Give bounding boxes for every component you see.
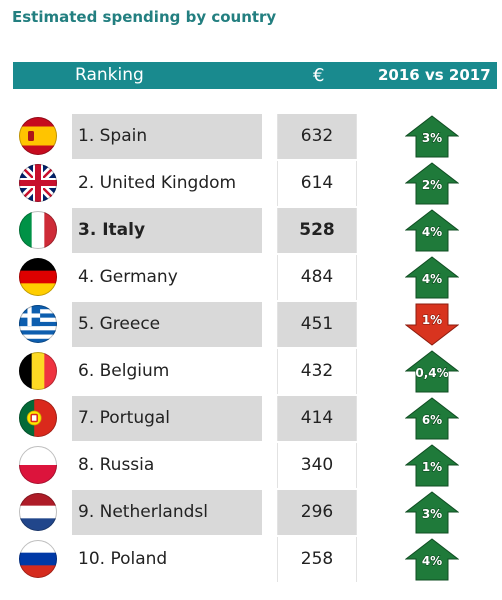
arrow-up-icon: 1%: [405, 444, 459, 487]
spending-value: 414: [277, 396, 357, 441]
arrow-shape: [405, 115, 459, 158]
arrow-shape: [405, 491, 459, 534]
table-row: 8. Russia 340 1%: [0, 442, 502, 489]
arrow-up-icon: 2%: [405, 162, 459, 205]
spending-value: 340: [277, 443, 357, 488]
country-label: 5. Greece: [72, 302, 262, 347]
table-row: 4. Germany 484 4%: [0, 254, 502, 301]
flag-spain-icon: [19, 117, 57, 155]
arrow-shape: [405, 303, 459, 346]
country-label: 10. Poland: [78, 549, 168, 569]
table-row: 3. Italy 528 4%: [0, 207, 502, 254]
table-row: 10. Poland 258 4%: [0, 536, 502, 583]
table-row: 7. Portugal 414 6%: [0, 395, 502, 442]
page-title: Estimated spending by country: [12, 8, 277, 26]
spending-value: 632: [277, 114, 357, 159]
arrow-shape: [405, 209, 459, 252]
spending-value: 614: [277, 161, 357, 206]
column-header-euro: €: [313, 65, 325, 86]
table-row: 9. Netherlandsl 296 3%: [0, 489, 502, 536]
flag-greece-icon: [19, 305, 57, 343]
flag-poland-icon: [19, 446, 57, 484]
change-label: 2%: [422, 178, 442, 192]
country-label: 2. United Kingdom: [78, 173, 237, 193]
flag-italy-icon: [19, 211, 57, 249]
table-row: 5. Greece 451 1%: [0, 301, 502, 348]
arrow-up-icon: 0,4%: [405, 350, 459, 393]
flag-belgium-icon: [19, 352, 57, 390]
spending-value: 484: [277, 255, 357, 300]
arrow-up-icon: 4%: [405, 256, 459, 299]
flag-germany-icon: [19, 258, 57, 296]
arrow-shape: [405, 397, 459, 440]
change-label: 1%: [422, 460, 442, 474]
change-label: 0,4%: [415, 366, 448, 380]
country-label: 4. Germany: [78, 267, 178, 287]
country-label: 7. Portugal: [72, 396, 262, 441]
country-label: 1. Spain: [72, 114, 262, 159]
country-label: 9. Netherlandsl: [72, 490, 262, 535]
arrow-shape: [405, 256, 459, 299]
country-label: 8. Russia: [78, 455, 155, 475]
country-label: 3. Italy: [72, 208, 262, 253]
spending-value: 258: [277, 537, 357, 582]
country-label: 6. Belgium: [78, 361, 170, 381]
table-row: 6. Belgium 432 0,4%: [0, 348, 502, 395]
table-row: 1. Spain 632 3%: [0, 113, 502, 160]
spending-value: 432: [277, 349, 357, 394]
flag-netherlands-icon: [19, 493, 57, 531]
table-row: 2. United Kingdom 614 2%: [0, 160, 502, 207]
arrow-up-icon: 4%: [405, 538, 459, 581]
arrow-up-icon: 3%: [405, 115, 459, 158]
arrow-shape: [405, 444, 459, 487]
spending-value: 528: [277, 208, 357, 253]
column-header-change: 2016 vs 2017: [378, 66, 491, 84]
arrow-shape: [405, 162, 459, 205]
spending-value: 296: [277, 490, 357, 535]
change-label: 3%: [422, 131, 442, 145]
spending-value: 451: [277, 302, 357, 347]
column-header-ranking: Ranking: [75, 65, 144, 85]
flag-russia-icon: [19, 540, 57, 578]
change-label: 3%: [422, 507, 442, 521]
arrow-up-icon: 6%: [405, 397, 459, 440]
change-label: 4%: [422, 225, 442, 239]
flag-portugal-icon: [19, 399, 57, 437]
change-label: 1%: [422, 313, 442, 327]
change-label: 6%: [422, 413, 442, 427]
change-label: 4%: [422, 272, 442, 286]
change-label: 4%: [422, 554, 442, 568]
arrow-up-icon: 3%: [405, 491, 459, 534]
arrow-shape: [405, 350, 459, 393]
arrow-down-icon: 1%: [405, 303, 459, 346]
arrow-up-icon: 4%: [405, 209, 459, 252]
table-header: Ranking € 2016 vs 2017: [13, 62, 497, 89]
flag-uk-icon: [19, 164, 57, 202]
arrow-shape: [405, 538, 459, 581]
